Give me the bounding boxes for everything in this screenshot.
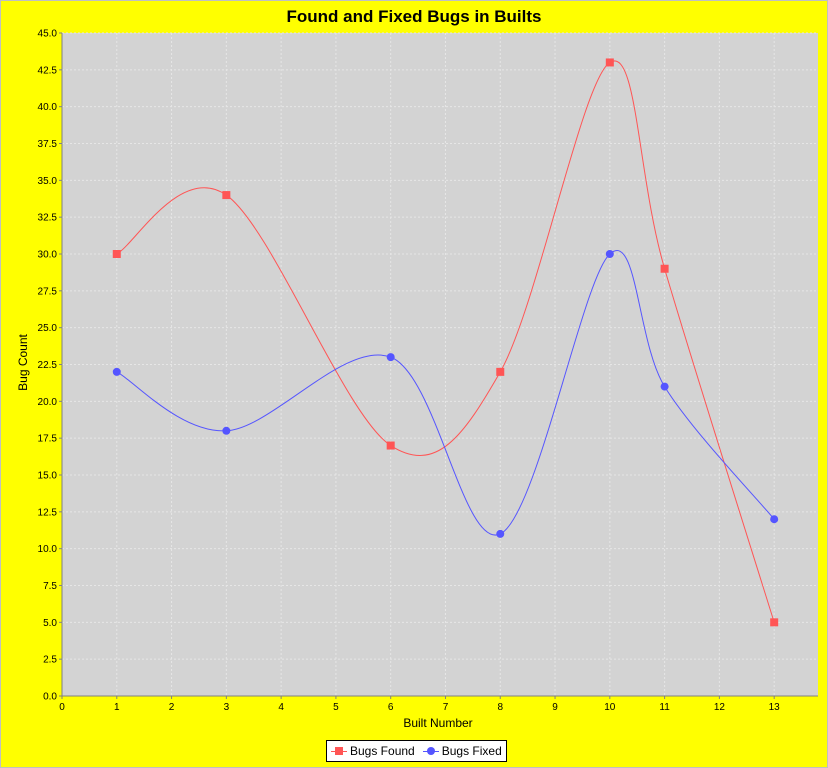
- y-tick-label: 12.5: [38, 507, 58, 518]
- x-tick-label: 9: [552, 702, 558, 713]
- legend-item-bugs-found: Bugs Found: [331, 744, 415, 758]
- y-tick-label: 27.5: [38, 286, 58, 297]
- y-tick-label: 15.0: [38, 471, 58, 482]
- legend-swatch-bugs-fixed: [422, 746, 439, 756]
- series-line-bugs-found: [116, 60, 775, 623]
- data-point-bugs-found: [660, 264, 669, 273]
- data-point-bugs-found: [605, 58, 614, 67]
- y-tick-label: 7.5: [43, 581, 57, 592]
- x-tick-label: 12: [714, 702, 726, 713]
- y-axis-title: Bug Count: [16, 333, 30, 390]
- x-tick-label: 1: [114, 702, 120, 713]
- y-tick-label: 17.5: [38, 434, 58, 445]
- x-tick-label: 2: [169, 702, 175, 713]
- data-point-bugs-fixed: [112, 367, 121, 376]
- data-point-bugs-found: [496, 367, 505, 376]
- x-tick-label: 3: [224, 702, 230, 713]
- x-tick-label: 7: [443, 702, 449, 713]
- data-point-bugs-fixed: [660, 382, 669, 391]
- y-tick-label: 37.5: [38, 139, 58, 150]
- data-point-bugs-found: [222, 191, 231, 200]
- y-tick-label: 22.5: [38, 360, 58, 371]
- data-point-bugs-found: [386, 441, 395, 450]
- y-tick-label: 10.0: [38, 544, 58, 555]
- x-tick-label: 11: [659, 702, 670, 713]
- legend-swatch-bugs-found: [331, 746, 347, 756]
- data-point-bugs-found: [112, 250, 121, 258]
- y-tick-label: 42.5: [38, 65, 58, 76]
- y-tick-label: 40.0: [38, 102, 58, 113]
- y-tick-label: 30.0: [38, 250, 58, 261]
- data-point-bugs-fixed: [496, 529, 505, 538]
- data-point-bugs-fixed: [386, 353, 395, 362]
- x-tick-label: 6: [388, 702, 394, 713]
- data-point-bugs-fixed: [770, 515, 779, 524]
- x-axis-title: Built Number: [403, 716, 472, 730]
- x-tick-label: 5: [333, 702, 339, 713]
- legend: Bugs Found Bugs Fixed: [326, 740, 507, 762]
- y-tick-label: 45.0: [38, 29, 58, 40]
- y-tick-label: 20.0: [38, 397, 58, 408]
- data-point-bugs-fixed: [605, 250, 614, 258]
- plot-area: 0.0 2.5 5.0 7.5 10.0 12.5 15.0 17.5 20.0 22.5 25.0…: [16, 29, 818, 730]
- y-tick-label: 32.5: [38, 213, 58, 224]
- y-tick-label: 25.0: [38, 323, 58, 334]
- legend-label-bugs-fixed: Bugs Fixed: [441, 744, 502, 758]
- data-point-bugs-found: [770, 618, 779, 627]
- legend-item-bugs-fixed: Bugs Fixed: [422, 744, 502, 758]
- legend-label-bugs-found: Bugs Found: [350, 744, 415, 758]
- y-tick-label: 5.0: [43, 618, 57, 629]
- x-tick-label: 10: [604, 702, 616, 713]
- x-tick-label: 4: [278, 702, 284, 713]
- x-tick-label: 8: [497, 702, 503, 713]
- y-tick-label: 35.0: [38, 176, 58, 187]
- y-tick-label: 0.0: [43, 692, 57, 703]
- x-tick-label: 13: [769, 702, 781, 713]
- data-point-bugs-fixed: [222, 426, 231, 435]
- x-tick-label: 0: [59, 702, 65, 713]
- chart-title: Found and Fixed Bugs in Builts: [286, 7, 542, 26]
- y-tick-label: 2.5: [43, 655, 57, 666]
